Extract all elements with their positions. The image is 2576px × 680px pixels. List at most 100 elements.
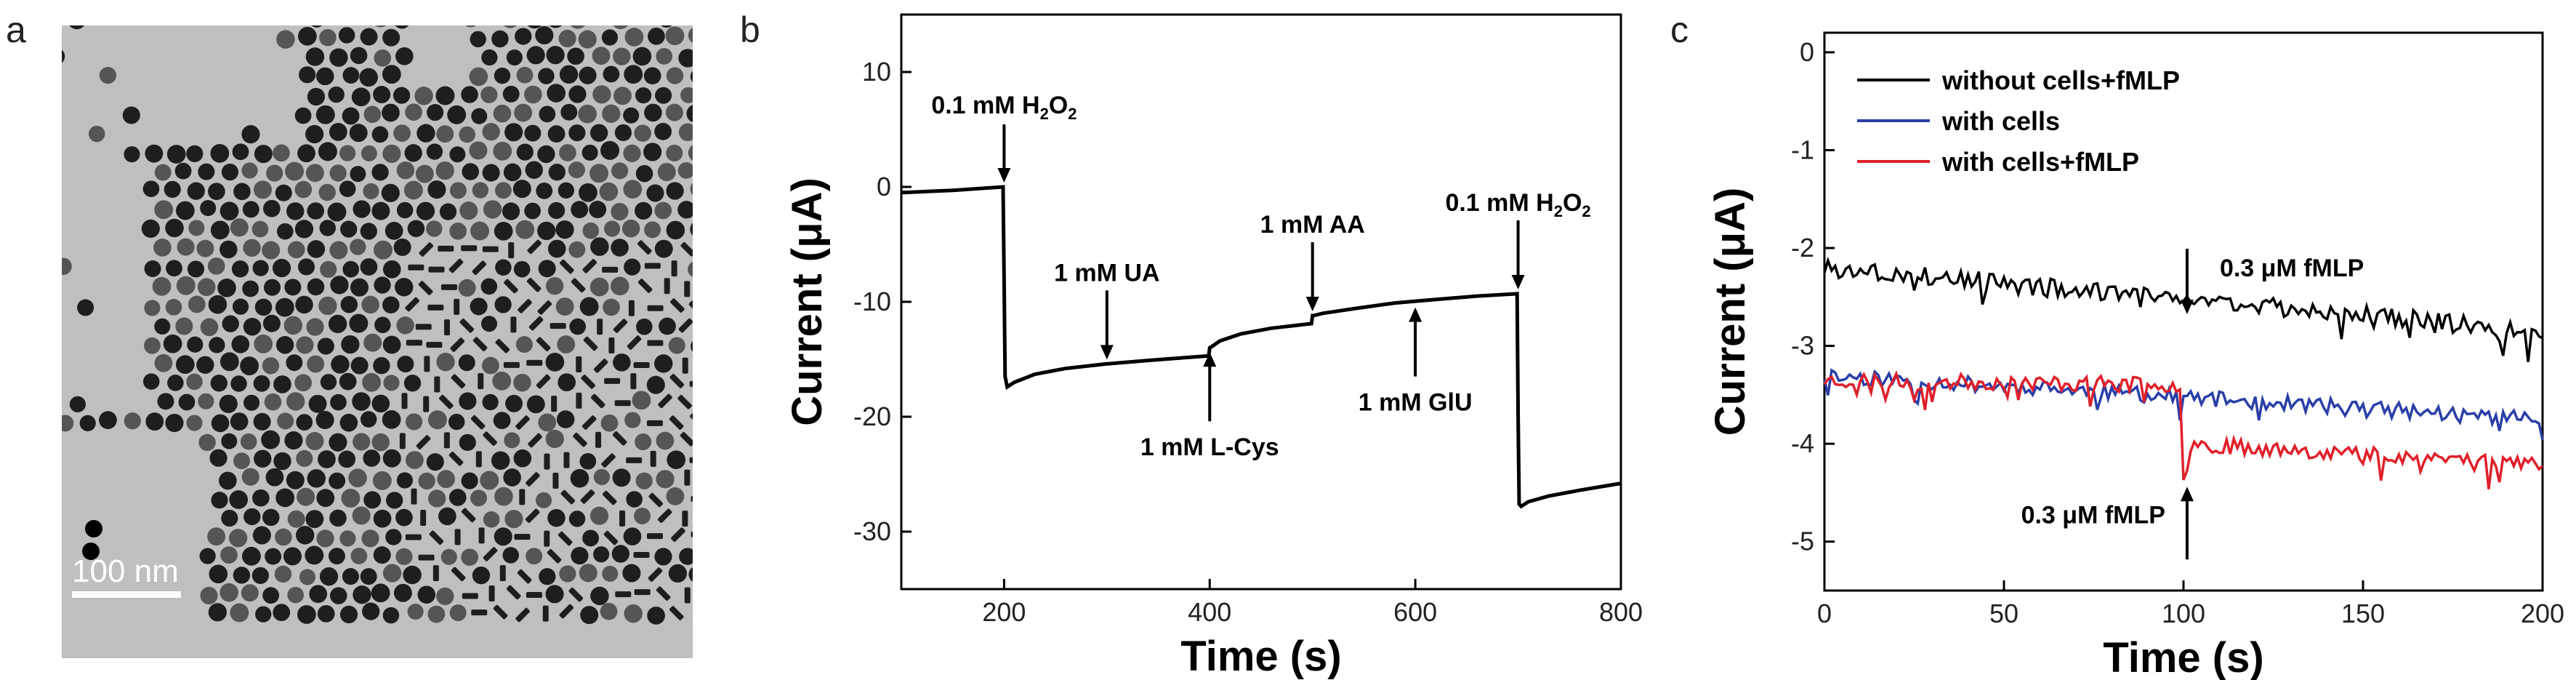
nanoparticle (603, 298, 620, 316)
nanoparticle (318, 296, 337, 316)
nanoparticle (404, 144, 422, 162)
nanoparticle (350, 278, 369, 297)
legend-label: without cells+fMLP (1941, 65, 2180, 95)
nanoparticle (361, 295, 379, 314)
nanoparticle (220, 352, 239, 372)
nanoparticle (188, 295, 206, 313)
nanoparticle (273, 375, 291, 393)
nanoparticle (243, 394, 260, 411)
nanoparticle (622, 564, 641, 583)
nanorod (399, 433, 406, 449)
nanoparticle (545, 353, 565, 372)
nanoparticle (395, 548, 413, 565)
nanoparticle (341, 488, 361, 508)
nanoparticle (373, 356, 390, 375)
nanoparticle (494, 487, 513, 506)
nanoparticle (624, 604, 643, 623)
nanoparticle (221, 164, 239, 181)
nanorod (416, 435, 431, 449)
nanorod (440, 284, 457, 290)
nanoparticle (547, 508, 565, 527)
nanoparticle (382, 28, 401, 47)
nanoparticle (294, 180, 313, 199)
nanoparticle (407, 220, 425, 237)
nanoparticle (200, 318, 219, 337)
nanoparticle (208, 603, 227, 622)
nanoparticle (480, 278, 498, 295)
nanoparticle (481, 49, 498, 66)
nanoparticle (241, 125, 260, 144)
nanoparticle (688, 567, 693, 582)
nanoparticle (614, 124, 632, 142)
x-tick-label: 150 (2341, 599, 2385, 628)
y-tick-label: -2 (1791, 233, 1814, 263)
nanoparticle (469, 67, 488, 87)
nanoparticle (623, 527, 642, 545)
nanoparticle (219, 471, 237, 490)
nanoparticle (469, 141, 488, 160)
nanoparticle (547, 125, 565, 143)
nanoparticle (427, 489, 446, 508)
nanoparticle (221, 509, 238, 527)
nanorod (614, 400, 631, 407)
nanorod (472, 260, 487, 276)
nanoparticle (502, 547, 519, 564)
nanorod (528, 316, 544, 331)
nanoparticle (396, 161, 415, 180)
nanoparticle (209, 564, 228, 584)
nanoparticle (581, 144, 598, 161)
nanoparticle (435, 86, 455, 105)
nanoparticle (255, 606, 272, 623)
nanoparticle (538, 68, 555, 84)
nanorod (518, 299, 532, 313)
nanoparticle (361, 529, 379, 548)
nanoparticle (571, 546, 589, 565)
nanoparticle (144, 260, 161, 277)
series-line (1823, 256, 2543, 362)
nanoparticle (513, 449, 532, 468)
nanoparticle (328, 86, 345, 103)
nanorod (691, 531, 693, 537)
nanorod (650, 450, 656, 467)
nanorod (647, 340, 664, 346)
nanoparticle (349, 313, 369, 333)
nanoparticle (178, 393, 196, 411)
chart-c: 0 50 100 150 200 0 -1 -2 -3 -4 -5 Time (s) Current (… (1707, 31, 2564, 680)
nanoparticle (374, 240, 393, 260)
nanorod (648, 492, 664, 508)
nanoparticle (504, 510, 523, 529)
nanoparticle (635, 201, 653, 220)
nanoparticle (547, 239, 566, 258)
nanoparticle (548, 164, 565, 181)
nanorod (472, 337, 488, 351)
nanoparticle (329, 548, 345, 565)
nanoparticle (329, 433, 347, 452)
nanoparticle (233, 567, 251, 584)
nanoparticle (582, 529, 600, 547)
nanorod (493, 604, 508, 620)
nanoparticle (262, 314, 281, 332)
nanorod (519, 489, 526, 505)
nanoparticle (187, 260, 205, 278)
nanoparticle (296, 336, 314, 354)
nanoparticle (636, 318, 653, 335)
nanoparticle (439, 203, 457, 220)
tem-micrograph: 100 nm (62, 25, 693, 658)
nanoparticle (593, 546, 610, 563)
nanoparticle (512, 180, 531, 199)
nanoparticle (363, 183, 379, 200)
nanoparticle (385, 529, 402, 545)
nanoparticle (375, 25, 387, 28)
annotation-label: 0.3 μM fMLP (2021, 501, 2165, 529)
nanoparticle (611, 162, 629, 180)
nanorod (684, 469, 691, 486)
nanorod (515, 607, 530, 623)
nanoparticle (395, 278, 414, 297)
nanorod (536, 374, 551, 389)
nanoparticle (309, 585, 328, 604)
nanorod (648, 567, 663, 582)
nanorod (508, 242, 515, 259)
nanorod (601, 453, 616, 468)
nanoparticle (327, 202, 347, 222)
nanoparticle (233, 452, 250, 470)
